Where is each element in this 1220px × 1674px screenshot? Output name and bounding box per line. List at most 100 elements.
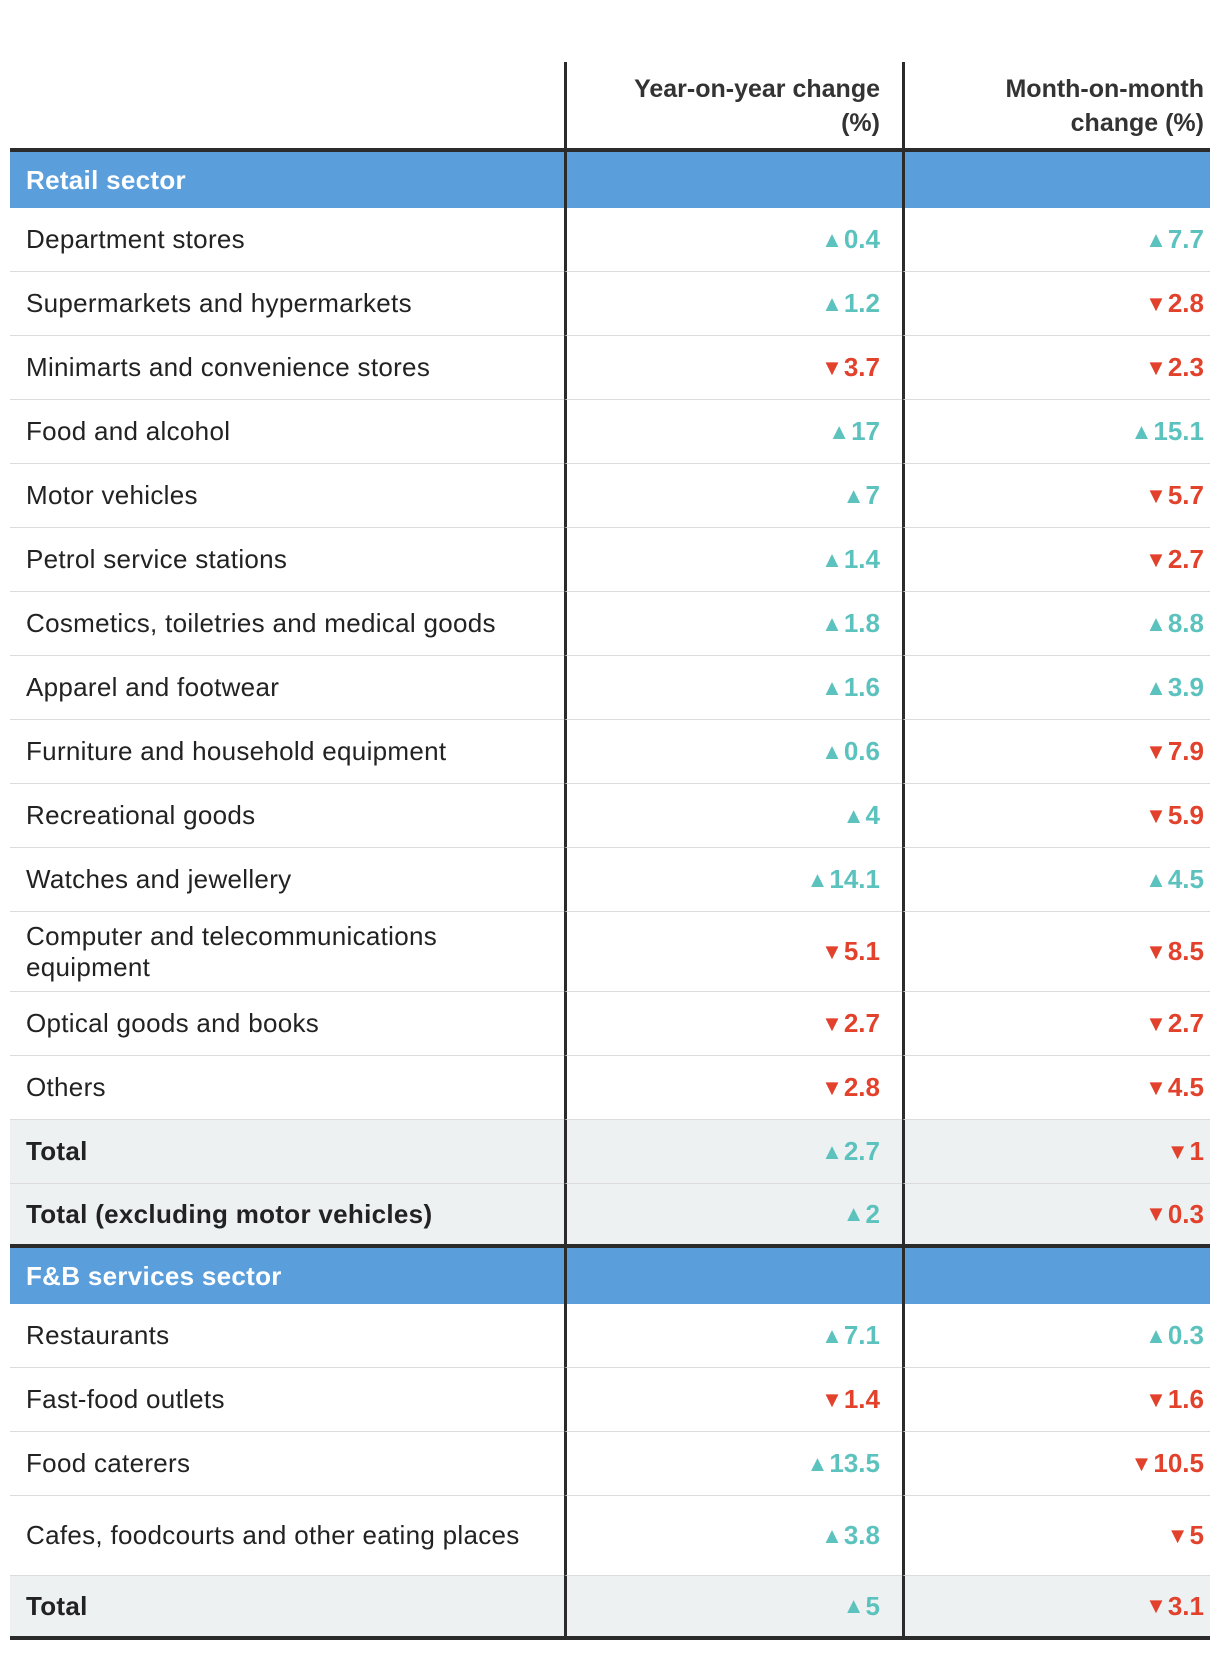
- mom-value-number: 5.7: [1167, 480, 1204, 510]
- triangle-down-icon: ▼: [1145, 1386, 1167, 1412]
- row-label: Computer and telecommunications equipmen…: [10, 912, 564, 992]
- mom-value: ▲ 8.8: [1145, 608, 1204, 639]
- yoy-value-number: 7.1: [843, 1320, 880, 1350]
- mom-value-number: 15.1: [1153, 416, 1204, 446]
- mom-value: ▼ 10.5: [1131, 1448, 1204, 1479]
- mom-value-number: 8.8: [1167, 608, 1204, 638]
- triangle-down-icon: ▼: [821, 1386, 843, 1412]
- mom-value-number: 5: [1189, 1520, 1204, 1550]
- yoy-value-cell: ▲ 3.8: [564, 1496, 902, 1576]
- yoy-value-cell: ▲ 2: [564, 1184, 902, 1248]
- mom-value: ▼ 2.8: [1145, 288, 1204, 319]
- mom-value-number: 1.6: [1167, 1384, 1204, 1414]
- yoy-value-cell: ▲ 0.6: [564, 720, 902, 784]
- yoy-value-number: 17: [851, 416, 880, 446]
- mom-value-cell: ▼ 5.9: [902, 784, 1210, 848]
- mom-value-cell: ▼ 1.6: [902, 1368, 1210, 1432]
- triangle-up-icon: ▲: [842, 1201, 865, 1226]
- header-mom: Month-on-month change (%): [902, 62, 1210, 152]
- triangle-up-icon: ▲: [828, 418, 851, 444]
- mom-value: ▼ 2.7: [1145, 1008, 1204, 1039]
- mom-value-number: 3.9: [1167, 672, 1204, 702]
- yoy-value-number: 1.2: [843, 288, 880, 318]
- triangle-down-icon: ▼: [1145, 738, 1167, 764]
- mom-value-cell: ▲ 15.1: [902, 400, 1210, 464]
- yoy-value-number: 4: [865, 800, 880, 830]
- triangle-up-icon: ▲: [842, 802, 865, 828]
- mom-value-cell: ▼ 5.7: [902, 464, 1210, 528]
- section-spacer: [902, 1248, 1210, 1304]
- yoy-value: ▲ 3.8: [821, 1520, 880, 1551]
- yoy-value: ▲ 5: [843, 1591, 880, 1622]
- triangle-down-icon: ▼: [1145, 482, 1167, 508]
- triangle-up-icon: ▲: [821, 610, 843, 636]
- yoy-value-number: 13.5: [829, 1448, 880, 1478]
- yoy-value-number: 2: [865, 1198, 880, 1229]
- yoy-value-number: 0.6: [843, 736, 880, 766]
- mom-value-cell: ▼ 2.7: [902, 528, 1210, 592]
- yoy-value: ▲ 2.7: [821, 1136, 880, 1167]
- triangle-down-icon: ▼: [1145, 354, 1167, 380]
- mom-value-cell: ▼ 0.3: [902, 1184, 1210, 1248]
- mom-value-cell: ▼ 2.7: [902, 992, 1210, 1056]
- mom-value: ▼ 2.7: [1145, 544, 1204, 575]
- row-label: Restaurants: [10, 1304, 564, 1368]
- yoy-value-cell: ▼ 2.8: [564, 1056, 902, 1120]
- mom-value-cell: ▼ 2.3: [902, 336, 1210, 400]
- row-label: Food and alcohol: [10, 400, 564, 464]
- row-label: Minimarts and convenience stores: [10, 336, 564, 400]
- triangle-down-icon: ▼: [1145, 290, 1167, 316]
- mom-value-cell: ▼ 10.5: [902, 1432, 1210, 1496]
- triangle-up-icon: ▲: [821, 1322, 843, 1348]
- triangle-up-icon: ▲: [821, 546, 843, 572]
- yoy-value-cell: ▲ 1.8: [564, 592, 902, 656]
- mom-value-cell: ▲ 7.7: [902, 208, 1210, 272]
- mom-value-number: 2.8: [1167, 288, 1204, 318]
- row-label: Apparel and footwear: [10, 656, 564, 720]
- row-label: Total: [10, 1576, 564, 1640]
- yoy-value-number: 5.1: [843, 936, 880, 966]
- triangle-up-icon: ▲: [806, 866, 829, 892]
- row-label: Optical goods and books: [10, 992, 564, 1056]
- yoy-value-number: 1.4: [843, 1384, 880, 1414]
- yoy-value-number: 2.8: [843, 1072, 880, 1102]
- mom-value: ▼ 5.7: [1145, 480, 1204, 511]
- yoy-value-cell: ▲ 5: [564, 1576, 902, 1640]
- mom-value: ▲ 0.3: [1145, 1320, 1204, 1351]
- mom-value-cell: ▼ 2.8: [902, 272, 1210, 336]
- yoy-value: ▼ 5.1: [821, 936, 880, 967]
- triangle-down-icon: ▼: [1145, 546, 1167, 572]
- triangle-down-icon: ▼: [1145, 1010, 1167, 1036]
- header-mom-label: Month-on-month change (%): [1005, 75, 1204, 137]
- mom-value: ▼ 3.1: [1145, 1591, 1204, 1622]
- yoy-value: ▲ 14.1: [807, 864, 880, 895]
- row-label: Petrol service stations: [10, 528, 564, 592]
- row-label: Food caterers: [10, 1432, 564, 1496]
- section-spacer: [902, 152, 1210, 208]
- triangle-up-icon: ▲: [1145, 866, 1167, 892]
- triangle-up-icon: ▲: [842, 482, 865, 508]
- yoy-value-cell: ▲ 1.4: [564, 528, 902, 592]
- yoy-value-cell: ▼ 3.7: [564, 336, 902, 400]
- mom-value-number: 0.3: [1167, 1320, 1204, 1350]
- section-spacer: [564, 1248, 902, 1304]
- section-spacer: [564, 152, 902, 208]
- row-label: Total (excluding motor vehicles): [10, 1184, 564, 1248]
- yoy-value: ▲ 7: [843, 480, 880, 511]
- triangle-down-icon: ▼: [1145, 938, 1167, 964]
- yoy-value: ▲ 1.2: [821, 288, 880, 319]
- mom-value: ▼ 8.5: [1145, 936, 1204, 967]
- yoy-value: ▲ 1.4: [821, 544, 880, 575]
- triangle-down-icon: ▼: [1145, 1201, 1167, 1226]
- mom-value: ▼ 5: [1167, 1520, 1204, 1551]
- row-label: Cafes, foodcourts and other eating place…: [10, 1496, 564, 1576]
- mom-value-cell: ▲ 3.9: [902, 656, 1210, 720]
- triangle-up-icon: ▲: [821, 738, 843, 764]
- yoy-value: ▼ 2.8: [821, 1072, 880, 1103]
- mom-value-cell: ▼ 8.5: [902, 912, 1210, 992]
- mom-value-cell: ▲ 0.3: [902, 1304, 1210, 1368]
- yoy-value-cell: ▲ 0.4: [564, 208, 902, 272]
- mom-value: ▼ 4.5: [1145, 1072, 1204, 1103]
- yoy-value: ▲ 0.4: [821, 224, 880, 255]
- yoy-value-number: 7: [865, 480, 880, 510]
